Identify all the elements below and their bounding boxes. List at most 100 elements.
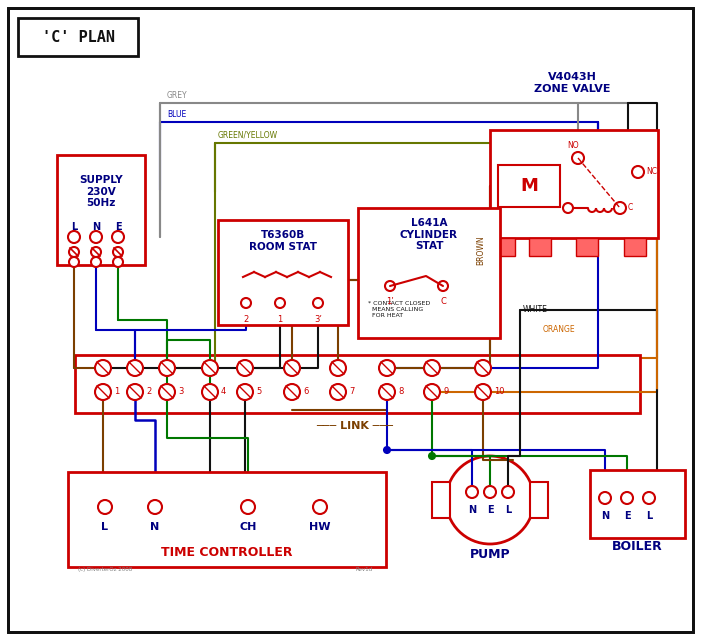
Circle shape: [275, 298, 285, 308]
Circle shape: [563, 203, 573, 213]
Circle shape: [330, 360, 346, 376]
Text: GREEN/YELLOW: GREEN/YELLOW: [218, 131, 278, 140]
Circle shape: [429, 453, 435, 459]
Circle shape: [98, 500, 112, 514]
Circle shape: [241, 298, 251, 308]
Text: T6360B
ROOM STAT: T6360B ROOM STAT: [249, 230, 317, 252]
Bar: [529, 238, 551, 256]
Circle shape: [159, 360, 175, 376]
Circle shape: [424, 384, 440, 400]
Text: WHITE: WHITE: [523, 306, 548, 315]
Text: 2: 2: [244, 315, 249, 324]
Bar: [624, 238, 646, 256]
Text: 10: 10: [494, 388, 505, 397]
Text: HW: HW: [310, 522, 331, 532]
Circle shape: [424, 360, 440, 376]
Circle shape: [313, 298, 323, 308]
Bar: [218, 220, 348, 325]
Text: 3: 3: [178, 388, 183, 397]
Bar: [530, 482, 548, 518]
Text: C: C: [440, 297, 446, 306]
Text: 9: 9: [443, 388, 449, 397]
Text: 3’: 3’: [314, 315, 322, 324]
Text: N: N: [468, 505, 476, 515]
Text: 5: 5: [256, 388, 261, 397]
Circle shape: [69, 257, 79, 267]
Text: 'C' PLAN: 'C' PLAN: [41, 29, 114, 44]
Circle shape: [502, 486, 514, 498]
Text: 7: 7: [349, 388, 355, 397]
Bar: [590, 470, 685, 538]
Text: BOILER: BOILER: [611, 540, 663, 553]
Circle shape: [484, 486, 496, 498]
Bar: [75, 355, 640, 413]
Circle shape: [385, 281, 395, 291]
Text: GREY: GREY: [167, 91, 187, 100]
Text: E: E: [114, 222, 121, 232]
Circle shape: [202, 384, 218, 400]
Text: 8: 8: [398, 388, 404, 397]
Circle shape: [475, 360, 491, 376]
Text: NC: NC: [646, 167, 657, 176]
Circle shape: [379, 360, 395, 376]
Circle shape: [475, 384, 491, 400]
Circle shape: [112, 231, 124, 243]
Bar: [493, 238, 515, 256]
Circle shape: [148, 500, 162, 514]
Text: E: E: [486, 505, 494, 515]
Text: 1’: 1’: [386, 297, 394, 306]
Bar: [432, 482, 450, 518]
Text: C: C: [628, 203, 633, 213]
Circle shape: [330, 384, 346, 400]
Circle shape: [113, 257, 123, 267]
Circle shape: [69, 247, 79, 257]
Circle shape: [446, 456, 534, 544]
Bar: [358, 208, 500, 338]
Text: L: L: [646, 511, 652, 521]
Text: M: M: [520, 177, 538, 195]
Circle shape: [237, 360, 253, 376]
Text: ORANGE: ORANGE: [543, 326, 576, 335]
Circle shape: [632, 166, 644, 178]
Text: CH: CH: [239, 522, 257, 532]
Text: TIME CONTROLLER: TIME CONTROLLER: [161, 546, 293, 559]
Circle shape: [202, 360, 218, 376]
Text: L641A
CYLINDER
STAT: L641A CYLINDER STAT: [400, 218, 458, 251]
Circle shape: [284, 360, 300, 376]
Bar: [576, 238, 598, 256]
Bar: [490, 130, 658, 238]
Text: V4043H
ZONE VALVE: V4043H ZONE VALVE: [534, 72, 610, 94]
Text: E: E: [623, 511, 630, 521]
Text: N: N: [150, 522, 159, 532]
Circle shape: [379, 384, 395, 400]
Text: * CONTACT CLOSED
  MEANS CALLING
  FOR HEAT: * CONTACT CLOSED MEANS CALLING FOR HEAT: [368, 301, 430, 317]
Circle shape: [621, 492, 633, 504]
Circle shape: [91, 247, 101, 257]
Text: (c) DiverterOz 2008: (c) DiverterOz 2008: [78, 567, 132, 572]
Text: 1: 1: [277, 315, 283, 324]
Text: 2: 2: [146, 388, 151, 397]
Circle shape: [95, 384, 111, 400]
Circle shape: [284, 384, 300, 400]
Text: 4: 4: [221, 388, 226, 397]
Text: N: N: [601, 511, 609, 521]
Text: N: N: [92, 222, 100, 232]
Text: SUPPLY
230V
50Hz: SUPPLY 230V 50Hz: [79, 175, 123, 208]
Circle shape: [68, 231, 80, 243]
Bar: [68, 472, 386, 567]
Text: NO: NO: [567, 141, 579, 150]
Bar: [18, 18, 138, 56]
Circle shape: [90, 231, 102, 243]
Circle shape: [159, 384, 175, 400]
Circle shape: [237, 384, 253, 400]
Circle shape: [241, 500, 255, 514]
Circle shape: [643, 492, 655, 504]
Text: BROWN: BROWN: [476, 235, 485, 265]
Circle shape: [313, 500, 327, 514]
Text: Rev1d: Rev1d: [356, 567, 373, 572]
Text: L: L: [102, 522, 109, 532]
Circle shape: [91, 257, 101, 267]
Text: BLUE: BLUE: [167, 110, 186, 119]
Circle shape: [599, 492, 611, 504]
Bar: [57, 155, 145, 265]
